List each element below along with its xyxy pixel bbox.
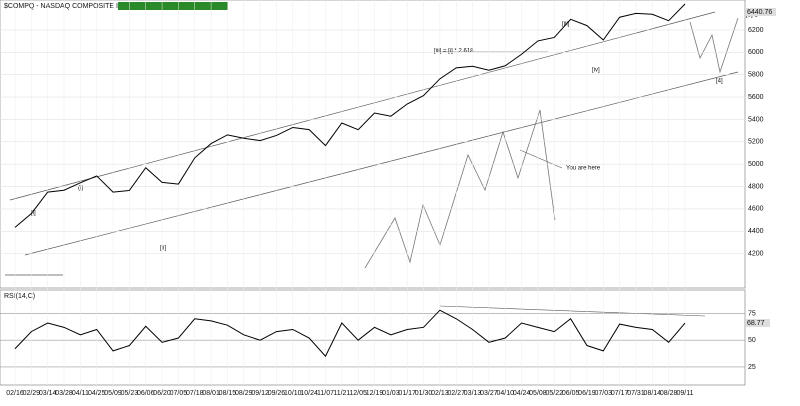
x-tick-label: 02/29 — [23, 390, 41, 397]
x-tick-label: 07/05 — [170, 390, 188, 397]
rsi-panel — [0, 289, 746, 386]
x-tick-label: 06/06 — [137, 390, 155, 397]
rsi-tick-label: 75 — [748, 310, 756, 317]
x-tick-label: 05/09 — [104, 390, 122, 397]
x-tick-label: 07/17 — [611, 390, 629, 397]
x-tick-label: 02/27 — [447, 390, 465, 397]
x-tick-label: 11/21 — [333, 390, 350, 397]
annotation: [iv] — [592, 68, 600, 74]
x-tick-label: 12/05 — [349, 390, 367, 397]
x-tick-label: 03/14 — [39, 390, 57, 397]
x-tick-label: 09/12 — [251, 390, 269, 397]
x-tick-label: 03/13 — [464, 390, 482, 397]
price-panel — [0, 0, 746, 289]
x-tick-label: 02/13 — [431, 390, 449, 397]
x-tick-label: 12/19 — [366, 390, 384, 397]
x-tick-label: 01/03 — [382, 390, 400, 397]
x-tick-label: 04/25 — [88, 390, 106, 397]
x-tick-label: 06/20 — [153, 390, 171, 397]
x-tick-label: 08/29 — [235, 390, 253, 397]
x-tick-label: 03/28 — [55, 390, 73, 397]
x-tick-label: 07/18 — [186, 390, 204, 397]
rsi-line — [14, 309, 686, 358]
y-tick-label: 6200 — [748, 27, 764, 34]
y-tick-label: 5000 — [748, 161, 764, 168]
x-tick-label: 05/22 — [546, 390, 564, 397]
projection-path — [689, 17, 739, 74]
x-tick-label: 08/14 — [644, 390, 662, 397]
x-tick-label: 05/23 — [121, 390, 139, 397]
pointer — [519, 149, 563, 169]
x-tick-label: 09/26 — [268, 390, 286, 397]
y-tick-label: 4600 — [748, 206, 764, 213]
x-tick-label: 07/31 — [627, 390, 645, 397]
x-tick-label: 06/05 — [562, 390, 580, 397]
x-tick-label: 08/15 — [219, 390, 237, 397]
rsi-divergence — [439, 305, 706, 317]
y-tick-label: 4200 — [748, 250, 764, 257]
rsi-tick-label: 50 — [748, 337, 756, 344]
annotation: [iii] = [i] * 2.618 — [434, 49, 474, 55]
x-tick-label: 07/03 — [595, 390, 613, 397]
x-tick-label: 09/11 — [677, 390, 694, 397]
last-price-box — [746, 8, 776, 17]
last-price-label: 6440.76 — [747, 9, 772, 16]
x-tick-label: 04/10 — [496, 390, 514, 397]
x-tick-label: 05/08 — [529, 390, 547, 397]
x-tick-label: 02/16 — [6, 390, 24, 397]
channel-upper — [9, 11, 716, 201]
x-tick-label: 06/19 — [578, 390, 596, 397]
x-tick-label: 10/10 — [284, 390, 302, 397]
y-tick-label: 6000 — [748, 49, 764, 56]
y-tick-label: 5200 — [748, 139, 764, 146]
annotation: You are here — [566, 166, 601, 172]
y-tick-label: 4400 — [748, 228, 764, 235]
y-tick-label: 5600 — [748, 94, 764, 101]
header-box — [118, 2, 228, 10]
x-tick-label: 08/01 — [202, 390, 220, 397]
x-tick-label: 04/11 — [72, 390, 89, 397]
x-tick-label: 10/24 — [300, 390, 318, 397]
rsi-label: RSI(14,C) — [4, 293, 35, 300]
annotation: [ii] — [160, 246, 166, 252]
x-tick-label: 11/07 — [317, 390, 334, 397]
annotation: [i] — [31, 211, 36, 217]
y-tick-label: 5400 — [748, 116, 764, 123]
x-tick-label: 01/17 — [398, 390, 416, 397]
annotation: [4] — [716, 79, 723, 85]
x-tick-label: 04/24 — [513, 390, 531, 397]
x-tick-label: 03/27 — [480, 390, 498, 397]
annotation: (i) — [78, 186, 83, 192]
rsi-tick-label: 25 — [748, 364, 756, 371]
price-line — [14, 3, 686, 228]
x-tick-label: 08/28 — [660, 390, 678, 397]
rsi-last-label: 68.77 — [747, 320, 765, 327]
channel-lower — [24, 71, 739, 256]
y-tick-label: 5800 — [748, 72, 764, 79]
chart-title: $COMPQ - NASDAQ COMPOSITE IN — [4, 3, 123, 10]
projection-example — [364, 109, 556, 269]
rsi-last-box — [746, 319, 770, 328]
y-tick-label: 4800 — [748, 183, 764, 190]
x-tick-label: 01/30 — [415, 390, 433, 397]
